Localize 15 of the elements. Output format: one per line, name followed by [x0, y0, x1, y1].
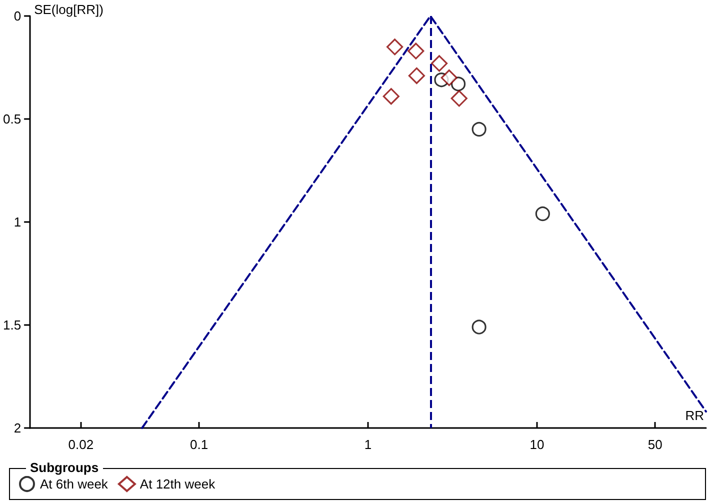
x-tick-label: 10 — [530, 437, 544, 452]
y-axis-title: SE(log[RR]) — [34, 2, 104, 17]
x-tick-label: 1 — [364, 437, 372, 452]
y-tick-label: 1 — [14, 214, 22, 230]
y-tick-label: 2 — [14, 420, 22, 436]
legend-title: Subgroups — [26, 460, 103, 476]
legend-label: At 12th week — [140, 476, 216, 492]
legend-label: At 6th week — [40, 476, 108, 492]
x-tick-label: 0.1 — [190, 437, 208, 452]
y-tick-label: 0 — [14, 8, 22, 24]
x-axis-title: RR — [685, 408, 704, 423]
y-tick-label: 1.5 — [2, 318, 22, 332]
x-tick-label: 50 — [648, 437, 662, 452]
y-tick-label: 0.5 — [2, 112, 22, 126]
x-tick-label: 0.02 — [68, 437, 94, 452]
